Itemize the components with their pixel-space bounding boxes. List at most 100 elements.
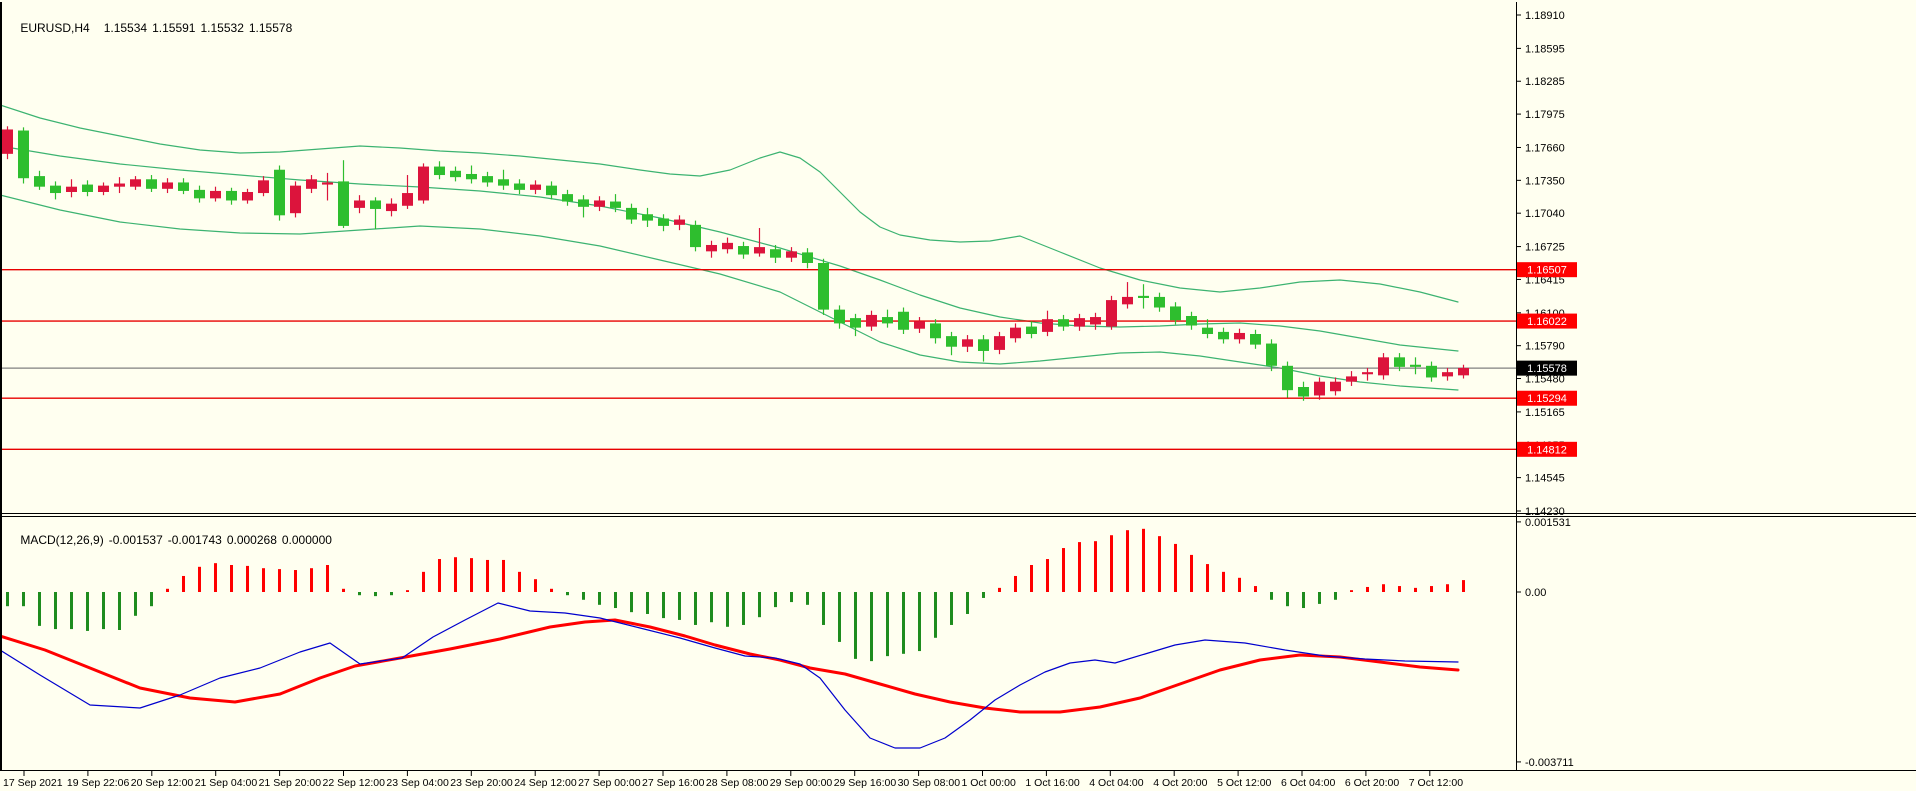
price-axis-label: 1.17040 [1525, 208, 1565, 220]
candle-body [434, 166, 445, 176]
candle-body [1154, 296, 1165, 308]
macd-indicator-label: MACD(12,26,9) -0.001537 -0.001743 0.000268 0… [7, 519, 337, 561]
candle-body [274, 169, 285, 216]
time-axis-label: 21 Sep 04:00 [195, 777, 258, 789]
candle-body [1234, 332, 1245, 340]
candle-body [690, 224, 701, 248]
time-axis-label: 6 Oct 04:00 [1281, 777, 1335, 789]
candle-body [1186, 315, 1197, 326]
time-axis-label: 4 Oct 20:00 [1153, 777, 1207, 789]
price-axis-label: 1.16725 [1525, 242, 1565, 254]
candle-body [370, 200, 381, 209]
left-border [0, 2, 2, 771]
candle-body [786, 251, 797, 258]
candle-body [290, 185, 301, 214]
candle-body [1330, 381, 1341, 392]
time-axis[interactable] [0, 771, 1916, 791]
symbol-period-label: EURUSD,H4 [20, 21, 90, 35]
price-badge [1517, 262, 1577, 278]
candle-body [1042, 319, 1053, 332]
candle-body [1426, 365, 1437, 378]
price-badge-label: 1.16022 [1527, 316, 1567, 328]
candle-body [754, 247, 765, 254]
candle-body [882, 317, 893, 324]
candle-body [18, 130, 29, 179]
candle-body [1170, 306, 1181, 321]
candle-body [130, 179, 141, 187]
candle-body [450, 170, 461, 178]
candle-body [1314, 381, 1325, 396]
bollinger-upper-band [0, 104, 1459, 303]
macd-main-value: -0.001537 [108, 533, 163, 547]
candle-body [114, 183, 125, 187]
macd-name: MACD(12,26,9) [20, 533, 104, 547]
time-axis-label: 5 Oct 12:00 [1217, 777, 1271, 789]
candle-body [258, 180, 269, 194]
time-axis-label: 1 Oct 00:00 [962, 777, 1016, 789]
candle-body [530, 184, 541, 190]
time-axis-label: 23 Sep 04:00 [386, 777, 449, 789]
candle-body [1442, 372, 1453, 377]
price-axis-label: 1.18595 [1525, 43, 1565, 55]
candle-body [98, 185, 109, 192]
candle-body [1250, 334, 1261, 345]
candle-body [562, 194, 573, 202]
macd-axis-label: 0.001531 [1525, 517, 1571, 529]
time-axis-label: 21 Sep 20:00 [259, 777, 322, 789]
time-axis-label: 27 Sep 16:00 [642, 777, 705, 789]
candle-body [226, 190, 237, 201]
candle-body [1282, 365, 1293, 391]
candle-body [242, 191, 253, 201]
candle-body [1298, 387, 1309, 397]
macd-axis-label: 0.00 [1525, 587, 1546, 599]
price-badge [1517, 390, 1577, 406]
candle-body [994, 336, 1005, 350]
candle-body [1362, 372, 1373, 375]
bollinger-middle-band [0, 145, 1459, 352]
candle-body [1090, 317, 1101, 325]
candle-body [146, 179, 157, 189]
time-axis-label: 30 Sep 08:00 [898, 777, 961, 789]
candle-body [546, 185, 557, 196]
macd-hist-value: 0.000268 [226, 533, 277, 547]
price-badge-label: 1.15578 [1527, 363, 1567, 375]
candle-body [1106, 300, 1117, 327]
time-axis-label: 7 Oct 12:00 [1409, 777, 1463, 789]
price-badge [1517, 441, 1577, 457]
candle-body [914, 321, 925, 329]
price-axis-label: 1.18285 [1525, 76, 1565, 88]
candle-body [642, 214, 653, 221]
candle-body [818, 263, 829, 310]
candle-body [50, 185, 61, 194]
quote-low: 1.15532 [200, 21, 244, 35]
price-axis-label: 1.17350 [1525, 175, 1565, 187]
candle-body [386, 203, 397, 212]
candle-body [194, 189, 205, 199]
candle-body [514, 183, 525, 190]
bollinger-lower-band [0, 194, 1459, 391]
candle-body [322, 182, 333, 185]
price-axis-label: 1.18910 [1525, 10, 1565, 22]
macd-axis-label: -0.003711 [1525, 757, 1574, 769]
time-axis-label: 20 Sep 12:00 [131, 777, 194, 789]
quote-close: 1.15578 [248, 21, 293, 35]
macd-extra-value: 0.000000 [281, 533, 332, 547]
candle-body [162, 182, 173, 189]
price-axis[interactable] [1516, 0, 1916, 770]
candle-body [1202, 327, 1213, 335]
time-axis-label: 29 Sep 00:00 [770, 777, 833, 789]
quote-high: 1.15591 [152, 21, 196, 35]
candle-body [210, 190, 221, 199]
time-axis-label: 4 Oct 04:00 [1089, 777, 1143, 789]
candle-body [946, 336, 957, 347]
candle-body [402, 193, 413, 206]
time-axis-label: 24 Sep 12:00 [514, 777, 577, 789]
candle-body [674, 219, 685, 225]
candle-body [930, 323, 941, 339]
price-axis-label: 1.15165 [1525, 407, 1565, 419]
candle-body [1378, 357, 1389, 376]
candle-body [2, 129, 13, 154]
candle-body [802, 252, 813, 263]
candle-body [178, 182, 189, 191]
